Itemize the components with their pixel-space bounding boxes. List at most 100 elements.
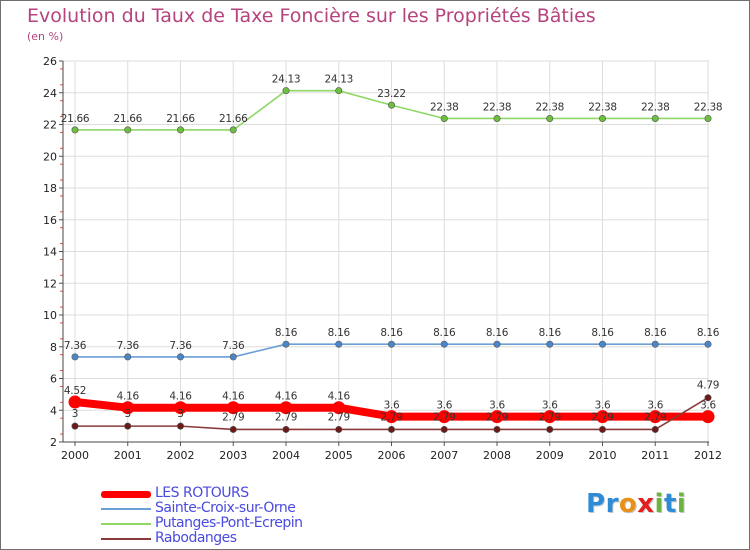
data-point-rabodanges bbox=[282, 425, 290, 433]
x-tick-label: 2003 bbox=[219, 449, 247, 462]
data-label-les-rotours: 3.6 bbox=[436, 400, 452, 412]
data-point-rabodanges bbox=[440, 425, 448, 433]
x-tick-label: 2005 bbox=[325, 449, 353, 462]
x-tick-label: 2006 bbox=[378, 449, 406, 462]
data-point-putanges-pont-ecrepin bbox=[387, 101, 395, 109]
data-label-sainte-croix-sur-orne: 7.36 bbox=[64, 340, 87, 352]
data-label-les-rotours: 4.16 bbox=[328, 391, 351, 403]
data-label-les-rotours: 3.6 bbox=[595, 400, 611, 412]
data-label-rabodanges: 3 bbox=[72, 408, 78, 420]
series-les-rotours bbox=[68, 395, 715, 424]
data-point-putanges-pont-ecrepin bbox=[229, 126, 237, 134]
logo-letter: r bbox=[605, 489, 619, 519]
data-label-les-rotours: 4.16 bbox=[275, 391, 298, 403]
series-putanges-pont-ecrepin bbox=[71, 87, 712, 134]
data-label-sainte-croix-sur-orne: 8.16 bbox=[380, 327, 403, 339]
data-label-rabodanges: 2.79 bbox=[433, 411, 455, 423]
data-label-les-rotours: 3.6 bbox=[384, 400, 400, 412]
data-point-sainte-croix-sur-orne bbox=[71, 353, 79, 361]
data-point-sainte-croix-sur-orne bbox=[651, 340, 659, 348]
x-tick-label: 2001 bbox=[114, 449, 142, 462]
logo-letter: o bbox=[618, 489, 638, 519]
legend-label: Sainte-Croix-sur-Orne bbox=[155, 500, 296, 516]
data-point-rabodanges bbox=[335, 425, 343, 433]
legend-swatch bbox=[101, 490, 151, 498]
y-tick-label: 4 bbox=[50, 404, 57, 417]
data-label-sainte-croix-sur-orne: 8.16 bbox=[539, 327, 562, 339]
data-label-rabodanges: 2.79 bbox=[486, 411, 508, 423]
x-tick-label: 2010 bbox=[589, 449, 617, 462]
logo-letter: P bbox=[586, 489, 606, 519]
legend-label: Rabodanges bbox=[155, 530, 237, 546]
data-label-rabodanges: 2.79 bbox=[222, 411, 244, 423]
y-tick-label: 6 bbox=[50, 373, 57, 386]
data-point-les-rotours bbox=[385, 410, 398, 424]
data-point-rabodanges bbox=[546, 425, 554, 433]
data-point-putanges-pont-ecrepin bbox=[282, 87, 290, 95]
x-tick-label: 2009 bbox=[536, 449, 564, 462]
data-label-rabodanges: 4.79 bbox=[697, 380, 719, 392]
data-point-les-rotours bbox=[332, 401, 346, 415]
data-label-rabodanges: 2.79 bbox=[539, 411, 561, 423]
data-point-rabodanges bbox=[704, 394, 712, 402]
data-label-sainte-croix-sur-orne: 7.36 bbox=[169, 340, 192, 352]
data-label-putanges-pont-ecrepin: 21.66 bbox=[166, 113, 195, 125]
y-axis-unit-label: (en %) bbox=[27, 30, 64, 43]
data-label-putanges-pont-ecrepin: 22.38 bbox=[430, 101, 459, 113]
legend-label: LES ROTOURS bbox=[155, 485, 249, 501]
x-tick-label: 2008 bbox=[483, 449, 511, 462]
data-label-putanges-pont-ecrepin: 22.38 bbox=[588, 101, 617, 113]
data-point-rabodanges bbox=[229, 425, 237, 433]
data-label-putanges-pont-ecrepin: 21.66 bbox=[219, 113, 248, 125]
series-layer bbox=[68, 87, 715, 433]
data-point-rabodanges bbox=[124, 422, 132, 430]
x-tick-label: 2004 bbox=[272, 449, 300, 462]
data-labels-layer: 21.66 21.66 21.66 21.66 24.13 24.13 23.22 22.38… bbox=[61, 74, 723, 424]
y-tick-label: 10 bbox=[43, 309, 57, 322]
legend-swatch bbox=[101, 537, 151, 540]
legend-swatch bbox=[101, 507, 151, 510]
logo-letter: i bbox=[654, 489, 664, 519]
x-tick-label: 2002 bbox=[167, 449, 195, 462]
data-label-putanges-pont-ecrepin: 22.38 bbox=[694, 101, 723, 113]
data-point-les-rotours bbox=[68, 395, 82, 409]
data-point-putanges-pont-ecrepin bbox=[124, 126, 132, 134]
y-tick-label: 16 bbox=[43, 214, 57, 227]
data-point-les-rotours bbox=[174, 401, 187, 415]
data-point-rabodanges bbox=[177, 422, 185, 430]
data-label-sainte-croix-sur-orne: 7.36 bbox=[222, 340, 245, 352]
data-label-les-rotours: 3.6 bbox=[542, 400, 558, 412]
logo-letter: t bbox=[663, 489, 677, 519]
series-rabodanges bbox=[71, 394, 712, 433]
data-point-les-rotours bbox=[543, 410, 557, 424]
data-point-les-rotours bbox=[121, 401, 135, 415]
data-point-sainte-croix-sur-orne bbox=[704, 340, 712, 348]
data-label-putanges-pont-ecrepin: 24.13 bbox=[324, 74, 353, 86]
x-tick-label: 2011 bbox=[641, 449, 669, 462]
data-label-rabodanges: 3 bbox=[177, 408, 183, 420]
data-label-sainte-croix-sur-orne: 7.36 bbox=[117, 340, 140, 352]
data-point-putanges-pont-ecrepin bbox=[71, 126, 79, 134]
data-point-sainte-croix-sur-orne bbox=[177, 353, 185, 361]
data-label-putanges-pont-ecrepin: 22.38 bbox=[483, 101, 512, 113]
data-point-sainte-croix-sur-orne bbox=[493, 340, 501, 348]
data-label-putanges-pont-ecrepin: 22.38 bbox=[641, 101, 670, 113]
data-label-les-rotours: 3.6 bbox=[647, 400, 663, 412]
logo-letter: i bbox=[676, 489, 687, 519]
data-label-putanges-pont-ecrepin: 21.66 bbox=[113, 113, 142, 125]
chart-title: Evolution du Taux de Taxe Foncière sur l… bbox=[27, 5, 596, 27]
data-point-les-rotours bbox=[437, 410, 451, 424]
data-label-les-rotours: 3.6 bbox=[700, 400, 716, 412]
data-label-les-rotours: 4.16 bbox=[169, 391, 192, 403]
data-point-les-rotours bbox=[279, 401, 293, 415]
y-tick-label: 26 bbox=[43, 55, 57, 68]
data-point-sainte-croix-sur-orne bbox=[229, 353, 237, 361]
y-tick-label: 22 bbox=[43, 119, 57, 132]
data-label-les-rotours: 4.16 bbox=[222, 391, 245, 403]
x-tick-label: 2012 bbox=[694, 449, 722, 462]
data-label-rabodanges: 2.79 bbox=[328, 411, 350, 423]
data-label-putanges-pont-ecrepin: 21.66 bbox=[61, 113, 90, 125]
data-label-sainte-croix-sur-orne: 8.16 bbox=[328, 327, 351, 339]
